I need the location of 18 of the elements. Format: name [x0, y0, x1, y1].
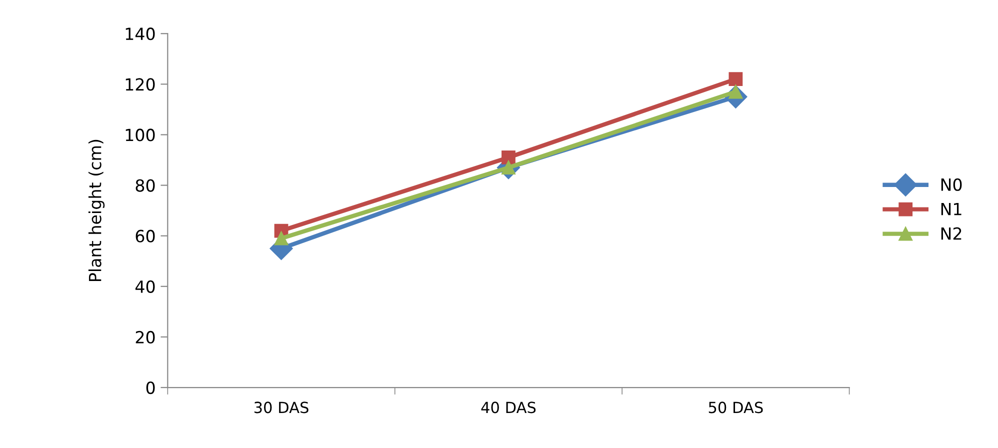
y-tick-label: 0 — [146, 381, 155, 394]
y-tick-label: 80 — [136, 179, 155, 192]
legend-label: N1 — [941, 203, 962, 216]
y-tick-label: 40 — [135, 280, 155, 293]
x-tick-label: 50 DAS — [708, 402, 763, 414]
x-tick-label: 30 DAS — [254, 402, 308, 414]
y-tick-label: 100 — [126, 128, 155, 142]
y-tick-label: 120 — [126, 78, 155, 91]
legend-label: N0 — [941, 178, 962, 191]
legend-label: N2 — [941, 227, 962, 240]
point — [728, 72, 743, 86]
x-tick-label: 40 DAS — [481, 402, 536, 414]
y-tick-label: 20 — [136, 330, 155, 344]
y-tick-label: 60 — [136, 230, 155, 242]
y-tick-label: 140 — [126, 28, 155, 40]
y-axis-title: Plant height (cm) — [88, 140, 105, 281]
point — [502, 150, 516, 164]
point — [274, 231, 288, 246]
